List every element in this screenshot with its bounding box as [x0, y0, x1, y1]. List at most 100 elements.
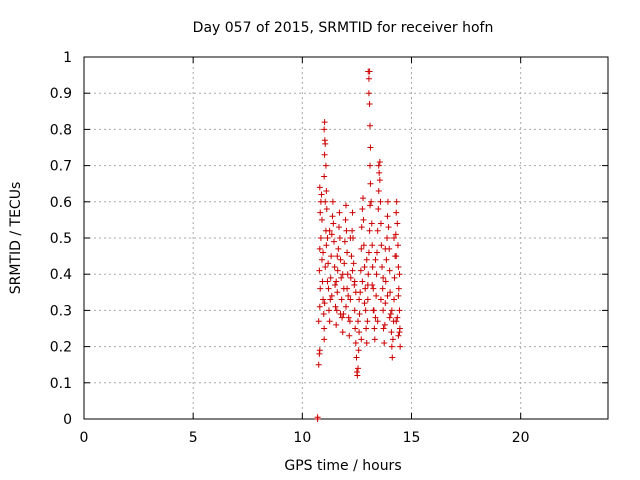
data-point — [319, 278, 326, 285]
data-point — [342, 216, 349, 223]
data-point — [315, 318, 322, 325]
data-point — [395, 292, 402, 299]
data-point — [395, 332, 402, 339]
data-point — [337, 311, 344, 318]
data-point — [321, 151, 328, 158]
grid-lines — [84, 57, 608, 419]
data-point — [375, 187, 382, 194]
data-point — [383, 256, 390, 263]
data-point — [358, 224, 365, 231]
data-point — [315, 361, 322, 368]
data-point — [370, 285, 377, 292]
data-point — [331, 263, 338, 270]
y-tick-label: 0.2 — [50, 340, 72, 356]
data-point — [322, 198, 329, 205]
y-tick-label: 0.5 — [50, 231, 72, 247]
data-point — [356, 329, 363, 336]
x-tick-label: 5 — [189, 430, 198, 446]
data-point — [361, 263, 368, 270]
data-point — [316, 267, 323, 274]
data-point — [329, 213, 336, 220]
data-point — [386, 267, 393, 274]
data-point — [333, 278, 340, 285]
data-point — [391, 235, 398, 241]
data-point — [386, 314, 393, 321]
data-point — [351, 278, 358, 285]
data-point — [334, 289, 341, 296]
data-point — [377, 198, 384, 205]
data-point — [352, 339, 359, 346]
data-point — [373, 271, 380, 278]
data-point — [365, 75, 372, 82]
data-point — [375, 162, 382, 169]
data-point — [320, 296, 327, 303]
data-point — [364, 296, 371, 303]
data-point — [394, 220, 401, 227]
data-point — [329, 198, 336, 205]
data-point — [324, 278, 331, 285]
data-point — [374, 227, 381, 234]
data-point — [344, 271, 351, 278]
data-points — [314, 68, 404, 422]
data-point — [320, 311, 327, 318]
y-tick-label: 0 — [63, 412, 72, 428]
y-axis-label: SRMTID / TECUs — [8, 182, 24, 295]
data-point — [360, 242, 367, 249]
data-point — [360, 195, 367, 202]
data-point — [397, 343, 404, 350]
data-point — [339, 271, 346, 278]
data-point — [332, 303, 339, 310]
data-point — [317, 235, 324, 241]
data-point — [358, 245, 365, 252]
data-point — [336, 209, 343, 216]
axis-ticks: 0 5 10 15 20 0 0.1 0.2 0.3 0.4 0.5 0.6 0.7 0.8 0.9 1 — [50, 50, 608, 446]
data-point — [336, 235, 343, 241]
data-point — [374, 249, 381, 256]
y-tick-label: 0.3 — [50, 303, 72, 319]
data-point — [317, 209, 324, 216]
data-point — [325, 285, 332, 292]
data-point — [376, 177, 383, 184]
data-point — [353, 354, 360, 361]
data-point — [369, 263, 376, 270]
data-point — [355, 318, 362, 325]
data-point — [358, 336, 365, 343]
data-point — [391, 296, 398, 303]
data-point — [318, 191, 325, 198]
y-tick-label: 0.9 — [50, 86, 72, 102]
data-point — [376, 169, 383, 176]
data-point — [394, 314, 401, 321]
data-point — [372, 314, 379, 321]
data-point — [343, 202, 349, 209]
data-point — [389, 336, 396, 343]
data-point — [382, 278, 389, 285]
data-point — [370, 307, 377, 314]
data-point — [347, 235, 354, 241]
data-point — [369, 242, 376, 249]
data-point — [362, 307, 369, 314]
data-point — [365, 90, 372, 97]
data-point — [338, 274, 345, 281]
data-point — [321, 325, 328, 332]
data-point — [334, 253, 341, 260]
data-point — [366, 227, 373, 234]
data-point — [395, 285, 402, 292]
data-point — [327, 296, 334, 303]
data-point — [392, 231, 399, 238]
data-point — [344, 285, 351, 292]
data-point — [381, 321, 388, 328]
data-point — [363, 339, 370, 346]
data-point — [367, 202, 374, 209]
data-point — [372, 256, 379, 263]
y-tick-label: 0.4 — [50, 267, 72, 283]
chart-title: Day 057 of 2015, SRMTID for receiver hof… — [193, 20, 494, 36]
data-point — [363, 256, 370, 263]
data-point — [330, 220, 337, 227]
data-point — [318, 256, 325, 263]
data-point — [377, 296, 384, 303]
x-axis-label: GPS time / hours — [284, 458, 401, 474]
data-point — [362, 285, 369, 292]
data-point — [393, 209, 400, 216]
data-point — [316, 245, 323, 252]
